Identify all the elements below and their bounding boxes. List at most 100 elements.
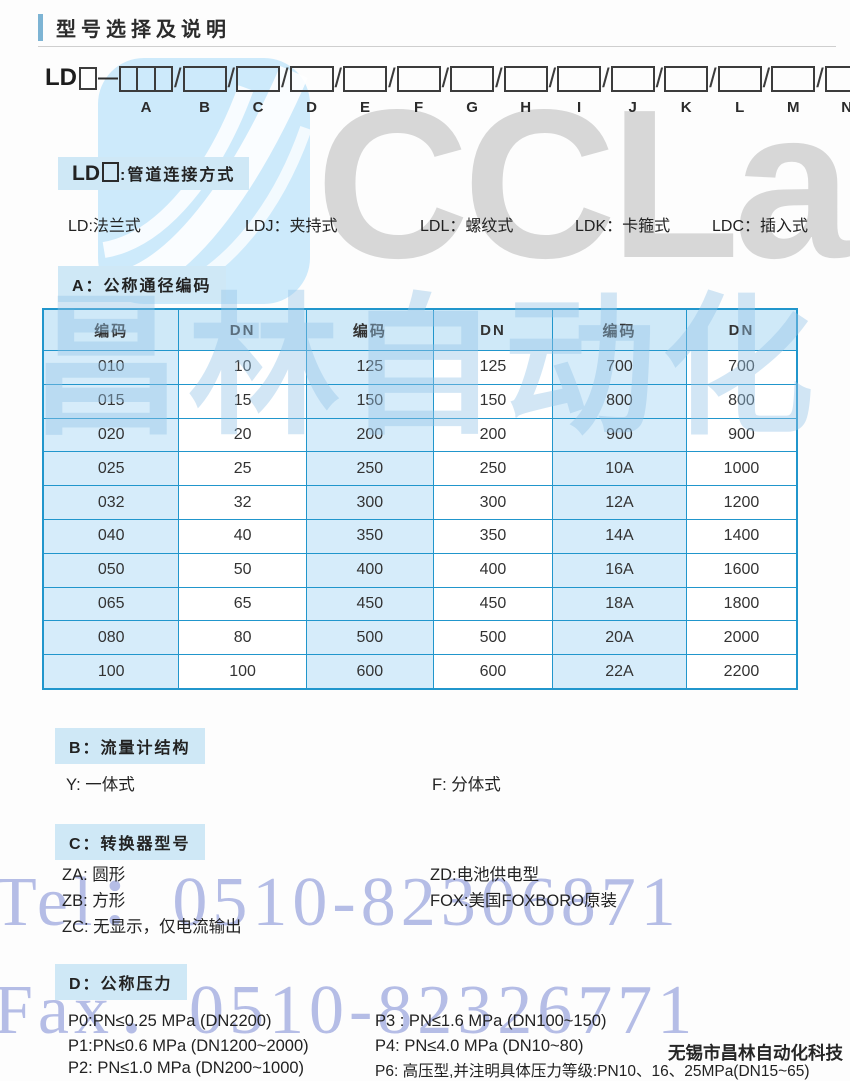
model-code-diagram: LD — A / B / C / D / E / F / G / H / I / J / K / L /…	[45, 62, 850, 116]
dn-cell: 80	[179, 620, 307, 655]
connection-option: LDL：螺纹式	[420, 218, 514, 235]
code-box	[557, 66, 602, 92]
converter-option: ZC: 无显示，仅电流输出	[62, 918, 242, 936]
structure-option: F: 分体式	[432, 776, 501, 794]
code-cell: 125	[306, 350, 434, 384]
dn-cell: 32	[179, 485, 307, 519]
code-cell: 050	[44, 552, 180, 587]
code-cell: 10A	[552, 451, 687, 486]
dn-cell: 65	[179, 586, 307, 621]
slash-separator: /	[495, 62, 503, 93]
table-row: 050 50 400 400 16A 1600	[44, 552, 796, 587]
dn-cell: 350	[433, 518, 553, 553]
dn-cell: 15	[179, 383, 307, 418]
slash-separator: /	[709, 62, 717, 93]
connection-option: LDC：插入式	[712, 218, 809, 235]
slash-separator: /	[548, 62, 557, 93]
code-cell: 032	[44, 485, 180, 519]
code-cell: 150	[306, 383, 434, 418]
dn-cell: 600	[433, 654, 553, 688]
dn-cell: 450	[433, 586, 553, 621]
dn-cell: 2200	[686, 654, 796, 688]
code-cell: 500	[306, 620, 434, 655]
connection-option: LD:法兰式	[68, 218, 141, 235]
code-cell: 025	[44, 451, 180, 486]
dn-cell: 50	[179, 552, 307, 587]
model-code-segment: / N	[815, 62, 850, 116]
table-row: 025 25 250 250 10A 1000	[44, 451, 796, 486]
code-letter: H	[520, 99, 532, 116]
ld-box-glyph	[102, 162, 119, 182]
code-letter: A	[140, 99, 152, 116]
model-code-segment: / F	[387, 62, 441, 116]
code-cell: 14A	[552, 518, 687, 553]
table-row: 040 40 350 350 14A 1400	[44, 518, 796, 553]
code-cell: 350	[306, 518, 434, 553]
code-box	[664, 66, 709, 92]
section-header-b: B：流量计结构	[55, 728, 205, 764]
title-accent-bar	[38, 14, 43, 41]
ld-code: LD	[72, 162, 100, 185]
table-row: 015 15 150 150 800 800	[44, 383, 796, 418]
dn-cell: 1200	[686, 485, 796, 519]
code-letter: J	[628, 99, 637, 116]
model-code-segment: / I	[548, 62, 602, 116]
table-row: 100 100 600 600 22A 2200	[44, 654, 796, 688]
code-letter: N	[841, 99, 850, 116]
code-box	[610, 66, 655, 92]
model-code-segment: / E	[334, 62, 388, 116]
model-code-segment: / K	[655, 62, 709, 116]
model-code-segment: / J	[601, 62, 655, 116]
column-header: 编码	[552, 310, 687, 350]
converter-option: ZD:电池供电型	[430, 866, 540, 884]
dn-cell: 800	[686, 383, 796, 418]
model-code-segment: / L	[708, 62, 762, 116]
section-header-d: D：公称压力	[55, 964, 187, 1000]
code-cell: 18A	[552, 586, 687, 621]
model-code-dash: —	[98, 66, 118, 89]
table-header-row: 编码 DN 编码 DN 编码 DN	[44, 310, 796, 350]
code-cell: 900	[552, 417, 687, 452]
code-box-a	[119, 66, 173, 92]
dn-cell: 2000	[686, 620, 796, 655]
column-header: DN	[686, 310, 796, 350]
code-cell: 010	[44, 350, 180, 384]
code-letter: B	[199, 99, 210, 116]
section-header-ld: LD:管道连接方式	[58, 157, 250, 190]
code-letter: E	[360, 99, 371, 116]
model-code-segment: / M	[762, 62, 816, 116]
code-box	[503, 66, 548, 92]
code-box	[396, 66, 441, 92]
slash-separator: /	[227, 62, 236, 93]
model-code-segment-a: A	[119, 62, 173, 116]
dn-cell: 1400	[686, 518, 796, 553]
dn-cell: 1000	[686, 451, 796, 486]
slash-separator: /	[762, 62, 771, 93]
connection-option: LDK：卡箍式	[575, 218, 671, 235]
table-row: 065 65 450 450 18A 1800	[44, 586, 796, 621]
dn-cell: 300	[433, 485, 553, 519]
title-divider	[38, 46, 836, 47]
dn-code-table: 编码 DN 编码 DN 编码 DN 010 10 125 125 700 700 015 15…	[42, 308, 798, 690]
code-cell: 20A	[552, 620, 687, 655]
dn-cell: 400	[433, 552, 553, 587]
code-letter: C	[252, 99, 264, 116]
dn-cell: 500	[433, 620, 553, 655]
code-letter: M	[786, 99, 800, 116]
code-cell: 16A	[552, 552, 687, 587]
dn-cell: 125	[433, 350, 553, 384]
dn-cell: 700	[686, 350, 796, 384]
section-header-a: A：公称通径编码	[58, 266, 226, 302]
pressure-option: P1:PN≤0.6 MPa (DN1200~2000)	[68, 1037, 309, 1055]
code-cell: 100	[44, 654, 180, 688]
table-row: 080 80 500 500 20A 2000	[44, 620, 796, 655]
column-header: DN	[433, 310, 553, 350]
dn-cell: 10	[179, 350, 307, 384]
code-cell: 700	[552, 350, 687, 384]
code-cell: 600	[306, 654, 434, 688]
slash-separator: /	[441, 62, 450, 93]
slash-separator: /	[174, 62, 182, 93]
column-header: DN	[179, 310, 307, 350]
code-letter: K	[680, 99, 692, 116]
code-letter: G	[466, 99, 478, 116]
